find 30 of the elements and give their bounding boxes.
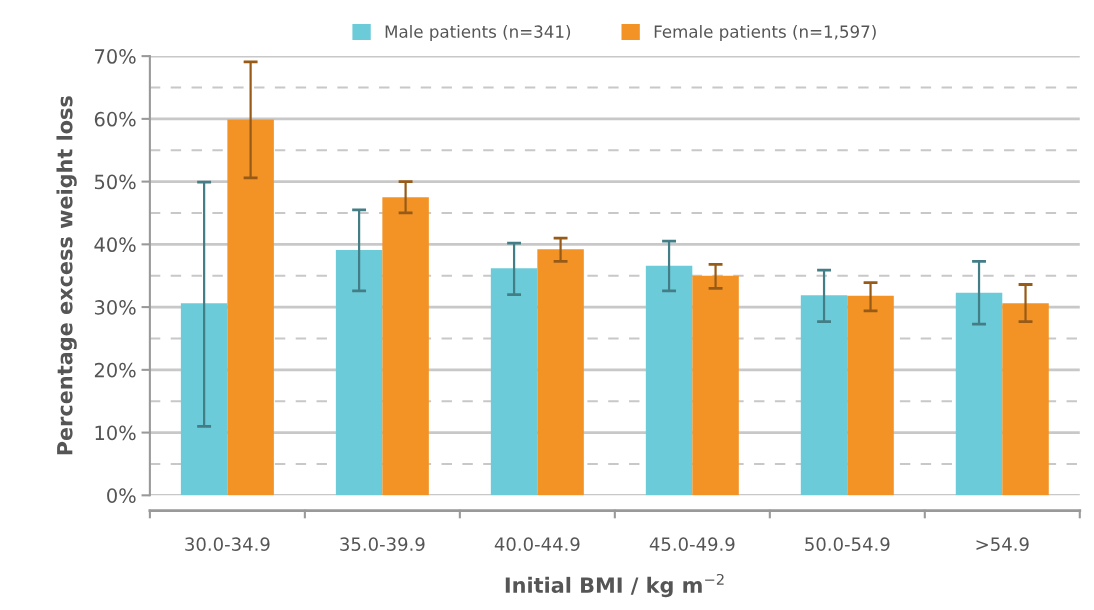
x-tick-label: 40.0-44.9 [494, 537, 580, 551]
y-tick-label: 70% [95, 49, 136, 64]
y-tick-label: 40% [94, 237, 136, 253]
legend-label: Male patients (n=341) [385, 24, 571, 42]
bar [1002, 303, 1049, 496]
x-axis-title: Initial BMI / kg m$^{−2}$ [505, 573, 724, 598]
bar [180, 303, 228, 496]
bar [537, 249, 584, 496]
y-tick-label: 0% [107, 488, 136, 503]
y-tick-label: 30% [94, 300, 136, 315]
x-tick-label: 45.0-49.9 [649, 537, 735, 551]
bar [692, 275, 739, 496]
bar [335, 250, 383, 496]
legend-label: Female patients (n=1,597) [654, 24, 876, 42]
x-tick-label: >54.9 [976, 537, 1029, 551]
bar [800, 295, 848, 496]
y-tick-label: 20% [94, 362, 136, 378]
x-tick-label: 50.0-54.9 [805, 537, 890, 551]
bar [955, 292, 1003, 496]
y-tick-label: 10% [95, 425, 136, 441]
bar [227, 119, 274, 496]
bar [847, 295, 894, 496]
x-tick-label: 35.0-39.9 [340, 537, 425, 551]
y-axis-title: Percentage excess weight loss [56, 96, 77, 455]
bar [490, 268, 538, 496]
y-tick-label: 60% [94, 111, 136, 127]
bar [382, 197, 429, 496]
y-tick-label: 50% [94, 174, 136, 190]
bar [645, 265, 693, 496]
x-tick-label: 30.0-34.9 [185, 537, 270, 551]
